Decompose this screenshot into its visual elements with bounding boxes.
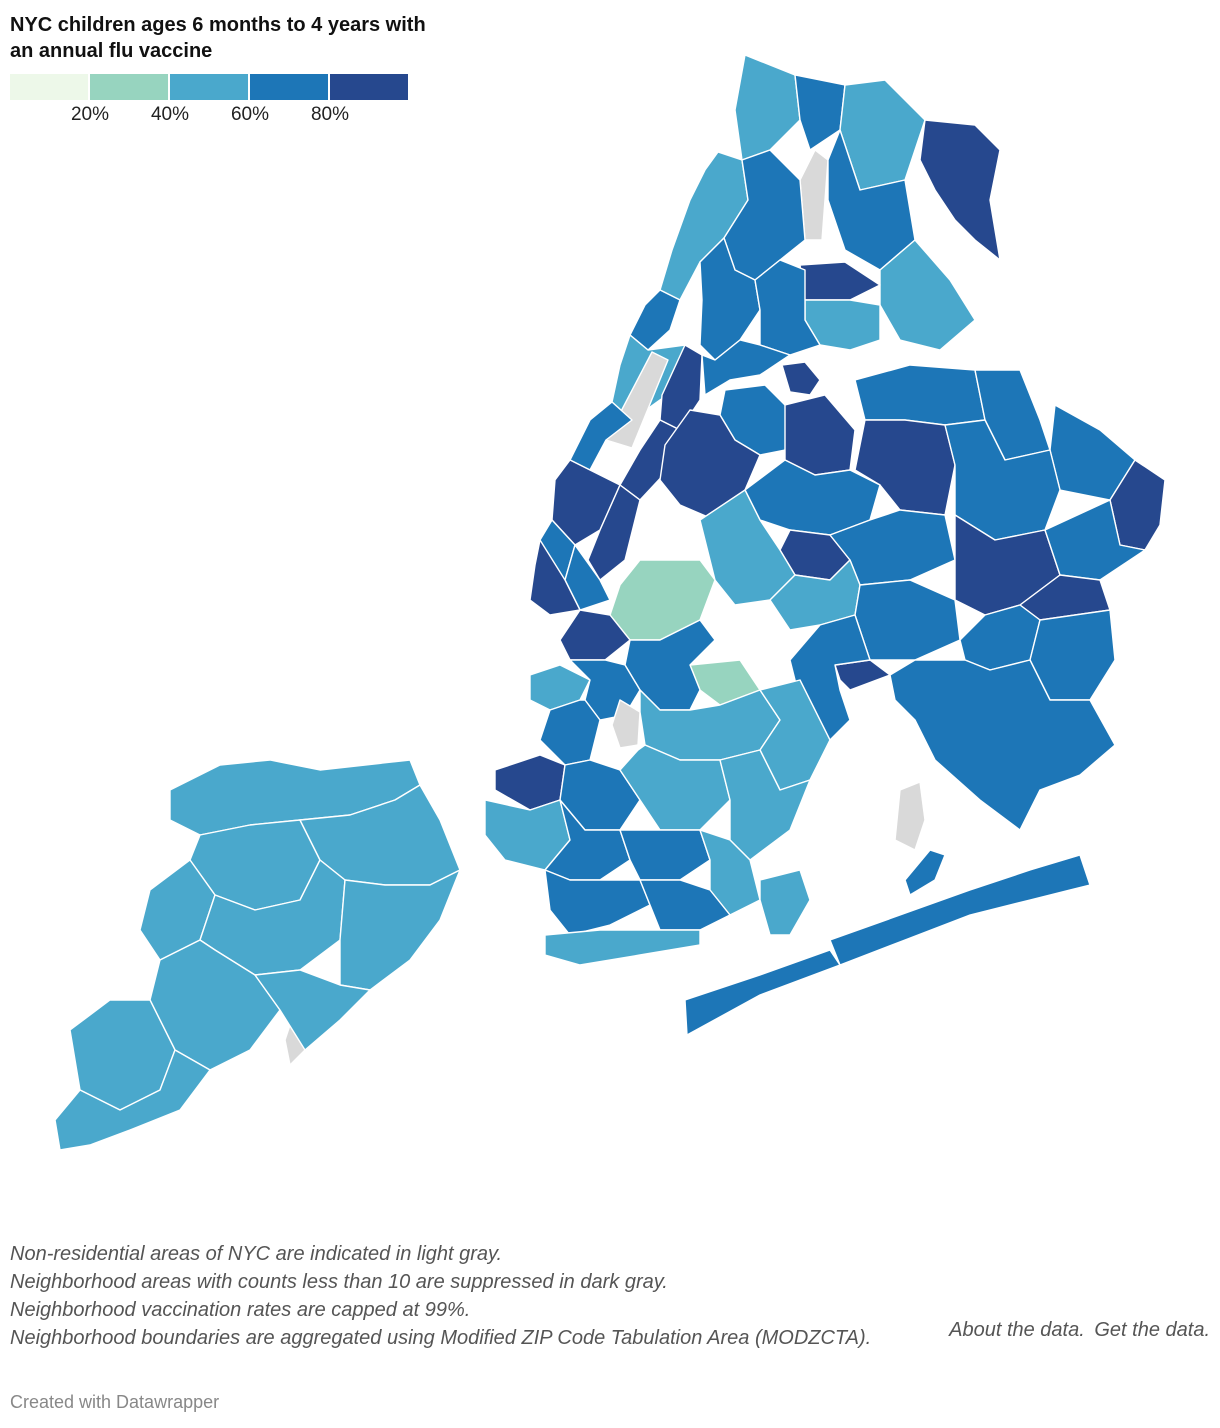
region-jackson-heights[interactable]: [784, 394, 856, 476]
region-sunset-park[interactable]: [539, 699, 601, 766]
region-midtown-west[interactable]: [551, 459, 621, 546]
legend-swatch-0-20: [10, 74, 88, 100]
legend-swatch-40-60: [170, 74, 248, 100]
legend-tick-80: 80%: [310, 104, 350, 125]
region-annadale[interactable]: [254, 969, 371, 1051]
region-canarsie[interactable]: [719, 749, 811, 861]
region-sheepshead-bay[interactable]: [639, 879, 731, 931]
borough-brooklyn: [484, 559, 831, 966]
map-svg: [54, 54, 1166, 1151]
legend-tick-60: 60%: [230, 104, 270, 125]
region-rikers[interactable]: [781, 361, 821, 396]
note-boundaries: Neighborhood boundaries are aggregated u…: [10, 1327, 872, 1349]
region-dongan-hills[interactable]: [339, 869, 461, 991]
datawrapper-credit[interactable]: Created with Datawrapper: [10, 1392, 220, 1412]
region-throgs-neck[interactable]: [879, 239, 976, 351]
region-tottenville[interactable]: [54, 1049, 211, 1151]
note-non-residential: Non-residential areas of NYC are indicat…: [10, 1243, 503, 1265]
region-gravesend[interactable]: [544, 869, 651, 936]
region-midwood[interactable]: [619, 829, 711, 881]
color-legend: 20% 40% 60% 80%: [10, 74, 410, 130]
region-riverdale[interactable]: [734, 54, 801, 161]
chart-title: NYC children ages 6 months to 4 years wi…: [10, 14, 426, 62]
data-links: About the data. Get the data.: [945, 1319, 1210, 1342]
region-fresh-meadows[interactable]: [944, 419, 1061, 541]
legend-swatch-80-100: [330, 74, 408, 100]
region-morrisania[interactable]: [699, 237, 761, 361]
borough-manhattan: [529, 151, 749, 616]
legend-tick-40: 40%: [150, 104, 190, 125]
region-prospect-park: [611, 699, 641, 749]
region-rockaway[interactable]: [829, 854, 1091, 966]
region-richmond-hill[interactable]: [854, 579, 961, 661]
region-van-cortlandt: [799, 149, 829, 241]
region-springfield[interactable]: [889, 659, 1116, 831]
legend-bar: [10, 74, 410, 100]
region-hunts-point[interactable]: [754, 259, 821, 356]
region-lower-manhattan[interactable]: [529, 539, 581, 616]
borough-bronx: [699, 54, 1001, 396]
note-suppressed: Neighborhood areas with counts less than…: [10, 1271, 668, 1293]
legend-tick-20: 20%: [70, 104, 110, 125]
region-soundview[interactable]: [799, 261, 881, 301]
legend-swatch-20-40: [90, 74, 168, 100]
region-mott-haven[interactable]: [701, 339, 791, 396]
region-jfk-airport: [894, 781, 926, 851]
region-kingsbridge[interactable]: [794, 74, 846, 151]
about-data-link[interactable]: About the data.: [949, 1319, 1085, 1341]
region-bergen-beach[interactable]: [759, 869, 811, 936]
borough-staten-island: [54, 759, 461, 1151]
get-data-link[interactable]: Get the data.: [1094, 1319, 1210, 1341]
region-coney-island[interactable]: [544, 929, 701, 966]
region-elmhurst[interactable]: [744, 459, 881, 536]
note-capped: Neighborhood vaccination rates are cappe…: [10, 1299, 471, 1321]
region-breezy-point[interactable]: [684, 949, 841, 1036]
legend-swatch-60-80: [250, 74, 328, 100]
region-flushing[interactable]: [854, 364, 986, 426]
region-co-op-city[interactable]: [919, 119, 1001, 261]
region-lower-east-side[interactable]: [564, 544, 611, 611]
footnotes: Non-residential areas of NYC are indicat…: [10, 1240, 1210, 1352]
nyc-choropleth-map: [0, 40, 1220, 1180]
region-marine-park[interactable]: [699, 829, 761, 916]
borough-queens: [659, 361, 1166, 1036]
region-far-rockaway[interactable]: [904, 849, 946, 896]
